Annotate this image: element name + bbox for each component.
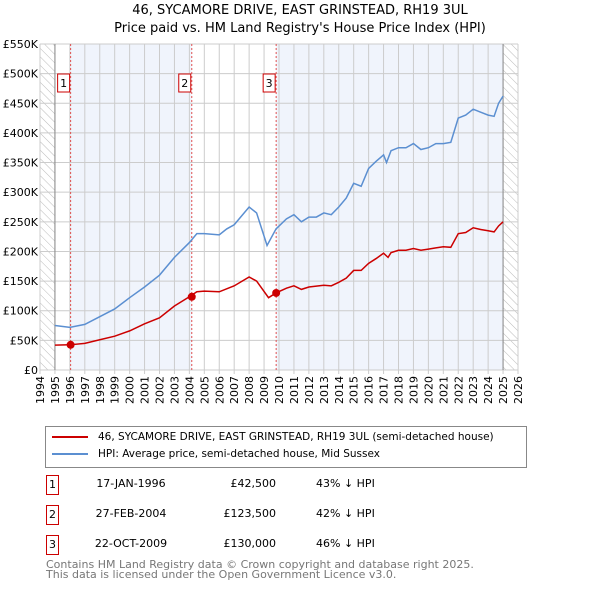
sale-number: 3 — [46, 535, 59, 555]
sale-row: 1 17-JAN-1996 £42,500 43% ↓ HPI — [46, 475, 446, 495]
x-tick-label: 2025 — [497, 376, 510, 404]
x-tick-label: 2006 — [213, 376, 226, 404]
x-tick-label: 2019 — [407, 376, 420, 404]
x-tick-label: 2024 — [482, 376, 495, 404]
footer: Contains HM Land Registry data © Crown c… — [46, 558, 474, 581]
x-tick-label: 2016 — [363, 376, 376, 404]
subtitle-line: Price paid vs. HM Land Registry's House … — [114, 21, 486, 36]
x-tick-label: 2023 — [467, 376, 480, 404]
x-tick-label: 2000 — [124, 376, 137, 404]
x-tick-label: 2003 — [168, 376, 181, 404]
sale-label: 3 — [266, 77, 273, 90]
x-tick-label: 1999 — [109, 376, 122, 404]
legend-label-property: 46, SYCAMORE DRIVE, EAST GRINSTEAD, RH19… — [98, 431, 494, 443]
sale-row: 3 22-OCT-2009 £130,000 46% ↓ HPI — [46, 535, 446, 555]
legend: 46, SYCAMORE DRIVE, EAST GRINSTEAD, RH19… — [45, 426, 527, 468]
x-tick-label: 2011 — [288, 376, 301, 404]
y-tick-label: £500K — [3, 68, 39, 81]
x-tick-label: 2014 — [333, 376, 346, 404]
legend-swatch-property — [52, 436, 88, 438]
ownership-shade — [276, 44, 504, 370]
sale-hpi-diff: 46% ↓ HPI — [316, 537, 375, 550]
x-tick-label: 2005 — [198, 376, 211, 404]
y-tick-label: £300K — [3, 186, 39, 199]
x-tick-label: 1995 — [49, 376, 62, 404]
x-tick-label: 1997 — [79, 376, 92, 404]
x-tick-label: 2009 — [258, 376, 271, 404]
x-tick-label: 2026 — [512, 376, 525, 404]
x-tick-label: 2007 — [228, 376, 241, 404]
y-tick-label: £100K — [3, 305, 39, 318]
sale-date: 27-FEB-2004 — [95, 507, 167, 520]
x-tick-label: 2017 — [378, 376, 391, 404]
property-price-line — [54, 221, 504, 346]
footer-line: Contains HM Land Registry data © Crown c… — [46, 558, 474, 571]
sale-label: 2 — [181, 77, 188, 90]
sale-point — [187, 292, 196, 301]
sale-hpi-diff: 43% ↓ HPI — [316, 477, 375, 490]
y-tick-label: £250K — [3, 216, 39, 229]
price-chart: 1994 1995 1996 1997 1998 1999 2000 2001 2002 2003… — [3, 38, 525, 404]
title-line: 46, SYCAMORE DRIVE, EAST GRINSTEAD, RH19… — [132, 3, 468, 18]
x-tick-label: 2001 — [139, 376, 152, 404]
x-tick-label: 1998 — [94, 376, 107, 404]
sale-number: 1 — [46, 475, 59, 495]
y-tick-label: £200K — [3, 245, 39, 258]
y-tick-label: £150K — [3, 275, 39, 288]
x-tick-label: 2008 — [243, 376, 256, 404]
sale-date: 22-OCT-2009 — [94, 537, 168, 550]
hatched-region-after — [503, 44, 518, 370]
sale-row: 2 27-FEB-2004 £123,500 42% ↓ HPI — [46, 505, 446, 525]
x-tick-label: 2022 — [452, 376, 465, 404]
sale-label: 1 — [60, 77, 67, 90]
hpi-line — [54, 95, 504, 329]
sale-point — [66, 340, 75, 349]
x-tick-label: 2002 — [154, 376, 167, 404]
y-tick-label: £0 — [24, 364, 38, 377]
sale-price: £123,500 — [223, 507, 277, 520]
sale-date: 17-JAN-1996 — [96, 477, 166, 490]
x-tick-label: 2013 — [318, 376, 331, 404]
sale-point — [272, 288, 281, 297]
y-tick-label: £350K — [3, 157, 39, 170]
legend-label-hpi: HPI: Average price, semi-detached house,… — [98, 448, 380, 460]
ownership-shade — [70, 44, 192, 370]
hatched-region-before — [40, 44, 55, 370]
y-tick-label: £400K — [3, 127, 39, 140]
x-tick-label: 2015 — [348, 376, 361, 404]
sale-label-box — [57, 73, 71, 93]
x-tick-label: 1996 — [64, 376, 77, 404]
sale-price: £130,000 — [223, 537, 277, 550]
sale-label-box — [178, 73, 192, 93]
x-tick-label: 1994 — [34, 376, 47, 404]
sale-label-box — [262, 73, 276, 93]
y-tick-label: £450K — [3, 97, 39, 110]
sale-price: £42,500 — [230, 477, 277, 490]
x-tick-label: 2010 — [273, 376, 286, 404]
chart-title: 46, SYCAMORE DRIVE, EAST GRINSTEAD, RH19… — [0, 2, 600, 38]
x-tick-label: 2018 — [393, 376, 406, 404]
x-tick-label: 2020 — [422, 376, 435, 404]
sale-hpi-diff: 42% ↓ HPI — [316, 507, 375, 520]
footer-line: This data is licensed under the Open Gov… — [46, 568, 397, 581]
y-tick-label: £550K — [3, 38, 39, 51]
sale-number: 2 — [46, 505, 59, 525]
x-tick-label: 2004 — [183, 376, 196, 404]
legend-swatch-hpi — [52, 453, 88, 455]
x-tick-label: 2021 — [437, 376, 450, 404]
x-tick-label: 2012 — [303, 376, 316, 404]
y-tick-label: £50K — [10, 334, 39, 347]
